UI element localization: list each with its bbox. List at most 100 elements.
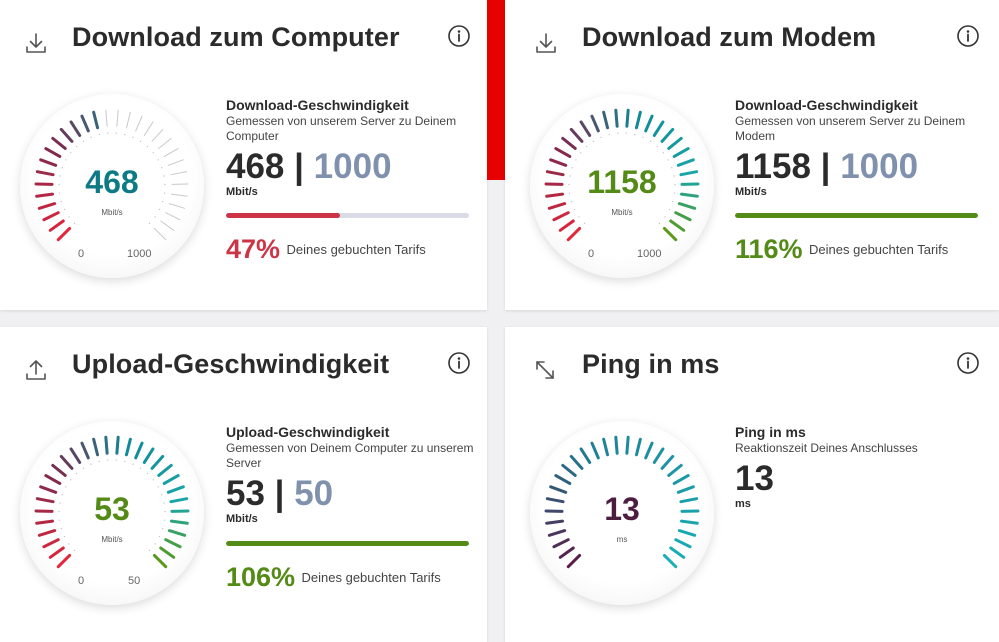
gauge-tick xyxy=(674,211,692,222)
detail-subtitle: Gemessen von unserem Server zu Deinem Mo… xyxy=(735,114,966,143)
gauge-tick xyxy=(135,115,143,132)
measured-speed: 1158 xyxy=(735,147,811,186)
gauge-tick xyxy=(59,454,74,470)
gauge-minor-tick xyxy=(157,486,159,488)
gauge-tick xyxy=(644,441,654,460)
info-icon[interactable] xyxy=(447,351,471,375)
gauge-minor-tick xyxy=(148,549,151,552)
gauge-tick xyxy=(51,463,67,477)
gauge-tick xyxy=(674,538,692,549)
gauge-tick xyxy=(164,538,182,549)
tariff-percent: 116% xyxy=(735,234,803,264)
detail-title: Download-Geschwindigkeit xyxy=(226,97,409,113)
gauge-dial xyxy=(544,435,700,569)
download-computer-card: Download zum Computer 468 Mbit/s 0 1000 … xyxy=(0,0,487,310)
gauge-tick xyxy=(160,220,175,231)
gauge-minor-tick xyxy=(662,152,665,154)
gauge-minor-tick xyxy=(132,463,134,466)
gauge-dial xyxy=(544,108,700,242)
gauge-tick xyxy=(644,114,654,133)
gauge-tick xyxy=(42,211,60,222)
gauge-tick xyxy=(39,485,58,494)
gauge-tick xyxy=(153,227,167,241)
gauge-minor-tick xyxy=(73,549,76,552)
gauge-unit: Mbit/s xyxy=(101,535,123,544)
gauge-tick xyxy=(545,497,565,504)
info-icon[interactable] xyxy=(956,24,980,48)
gauge-minor-tick xyxy=(161,200,164,203)
detail-title: Upload-Geschwindigkeit xyxy=(226,424,390,440)
gauge-min-label: 0 xyxy=(78,575,85,587)
gauge-minor-tick xyxy=(124,460,126,463)
detail-subtitle: Gemessen von Deinem Computer zu unserem … xyxy=(226,441,474,470)
gauge-tick xyxy=(561,463,577,477)
booked-speed: 50 xyxy=(294,474,334,513)
gauge-tick xyxy=(42,538,60,549)
gauge-tick xyxy=(634,437,642,457)
gauge-tick xyxy=(547,529,567,537)
gauge-tick xyxy=(168,203,186,209)
gauge-minor-tick xyxy=(124,133,126,136)
gauge-minor-tick xyxy=(573,208,576,211)
gauge-minor-tick xyxy=(58,519,61,521)
card-title: Download zum Modem xyxy=(582,22,877,52)
speed-comparison: 1158 | 1000 xyxy=(735,147,985,186)
gauge-tick xyxy=(614,108,619,128)
gauge-min-label: 0 xyxy=(78,248,85,260)
gauge-minor-tick xyxy=(82,140,85,143)
gauge-tick xyxy=(679,170,699,177)
gauge-tick xyxy=(660,127,675,143)
speed-detail: Download-Geschwindigkeit Gemessen von un… xyxy=(226,96,476,198)
gauge-minor-tick xyxy=(671,200,674,203)
gauge-tick xyxy=(569,127,584,143)
gauge-minor-tick xyxy=(63,208,66,211)
gauge-tick xyxy=(554,474,572,485)
speed-gauge: 1158 Mbit/s 0 1000 xyxy=(530,94,714,278)
info-icon[interactable] xyxy=(956,351,980,375)
gauge-minor-tick xyxy=(146,145,149,148)
gauge-tick xyxy=(545,519,565,525)
gauge-value: 1158 xyxy=(587,164,657,200)
gauge-minor-tick xyxy=(69,479,72,481)
gauge-tick xyxy=(59,127,74,143)
gauge-tick xyxy=(545,192,565,198)
card-title: Download zum Computer xyxy=(72,22,400,52)
gauge-tick xyxy=(92,110,100,130)
gauge-minor-tick xyxy=(157,159,159,161)
red-accent-bar xyxy=(487,0,505,180)
info-icon[interactable] xyxy=(447,24,471,48)
gauge-minor-tick xyxy=(608,133,610,136)
speed-detail: Download-Geschwindigkeit Gemessen von un… xyxy=(735,96,985,198)
tariff-percent-label: Deines gebuchten Tarifs xyxy=(301,570,441,585)
gauge-tick xyxy=(105,109,108,127)
upload-card: Upload-Geschwindigkeit 53 Mbit/s 0 50 Up… xyxy=(0,327,487,642)
gauge-tick xyxy=(652,120,665,137)
gauge-minor-tick xyxy=(115,132,118,134)
gauge-minor-tick xyxy=(61,494,63,496)
gauge-minor-tick xyxy=(65,486,67,488)
upload-icon xyxy=(26,360,46,380)
tariff-percent-label: Deines gebuchten Tarifs xyxy=(809,242,949,257)
gauge-tick xyxy=(547,202,567,210)
gauge-minor-tick xyxy=(163,502,165,504)
speed-unit: Mbit/s xyxy=(226,513,258,525)
gauge-minor-tick xyxy=(161,167,163,169)
gauge-minor-tick xyxy=(69,152,72,154)
gauge-minor-tick xyxy=(649,140,652,143)
gauge-tick xyxy=(561,136,577,150)
gauge-minor-tick xyxy=(625,132,628,134)
download-icon xyxy=(26,33,46,53)
gauge-minor-tick xyxy=(58,183,60,186)
gauge-minor-tick xyxy=(90,463,92,466)
measured-speed: 468 xyxy=(226,147,285,186)
gauge-min-label: 0 xyxy=(588,248,595,260)
gauge-dial xyxy=(34,109,189,242)
gauge-tick xyxy=(552,538,570,549)
gauge-tick xyxy=(549,485,568,494)
gauge-minor-tick xyxy=(58,192,61,194)
gauge-tick xyxy=(48,219,65,232)
gauge-tick xyxy=(37,202,57,210)
gauge-tick xyxy=(170,171,188,176)
gauge-minor-tick xyxy=(146,472,149,475)
gauge-tick xyxy=(104,435,109,455)
